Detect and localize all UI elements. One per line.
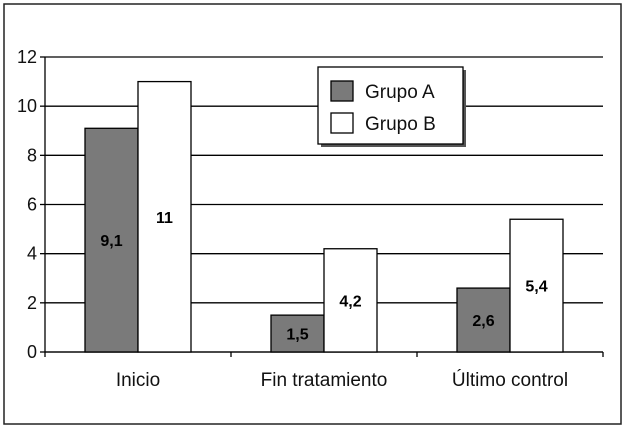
data-label: 9,1 bbox=[100, 233, 122, 250]
legend-swatch bbox=[330, 80, 354, 102]
y-tick-label: 8 bbox=[27, 145, 37, 165]
bar bbox=[270, 314, 325, 353]
legend-label: Grupo A bbox=[365, 82, 435, 103]
x-category-label: Fin tratamiento bbox=[261, 370, 388, 391]
label-layer: 9,1 11 1,5 4,2 2,6 5,4 bbox=[100, 210, 547, 344]
legend-label: Grupo B bbox=[365, 114, 436, 135]
y-tick-label: 4 bbox=[27, 244, 37, 264]
bar-layer bbox=[84, 80, 564, 353]
y-tick-label: 6 bbox=[27, 195, 37, 215]
y-tick-label: 10 bbox=[17, 96, 37, 116]
y-tick-label: 12 bbox=[17, 47, 37, 67]
bar bbox=[456, 287, 511, 353]
bar bbox=[137, 80, 192, 353]
data-label: 1,5 bbox=[286, 327, 308, 344]
data-label: 2,6 bbox=[472, 313, 494, 330]
legend-swatch bbox=[330, 112, 354, 134]
bar bbox=[509, 218, 564, 353]
legend: Grupo A Grupo B bbox=[317, 66, 466, 147]
bar bbox=[323, 248, 378, 353]
x-category-label: Último control bbox=[452, 369, 568, 391]
data-label: 4,2 bbox=[339, 293, 361, 310]
data-label: 11 bbox=[156, 210, 173, 227]
y-tick-label: 2 bbox=[27, 293, 37, 313]
x-category-label: Inicio bbox=[116, 370, 160, 391]
y-tick-label: 0 bbox=[27, 342, 37, 362]
data-label: 5,4 bbox=[525, 279, 547, 296]
